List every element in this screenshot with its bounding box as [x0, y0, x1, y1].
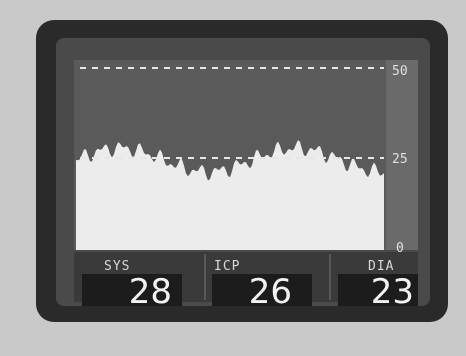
scale-label: 50	[392, 64, 408, 79]
readout-label: ICP	[214, 259, 240, 274]
readout-value: 23	[371, 272, 414, 312]
readout-label: SYS	[104, 259, 130, 274]
monitor-photo: 50 25 0 SYS ICP DIA 28 26 23	[0, 0, 466, 356]
readout-value: 28	[129, 272, 172, 312]
scale-label: 25	[392, 152, 408, 167]
readout-value: 26	[249, 272, 292, 312]
